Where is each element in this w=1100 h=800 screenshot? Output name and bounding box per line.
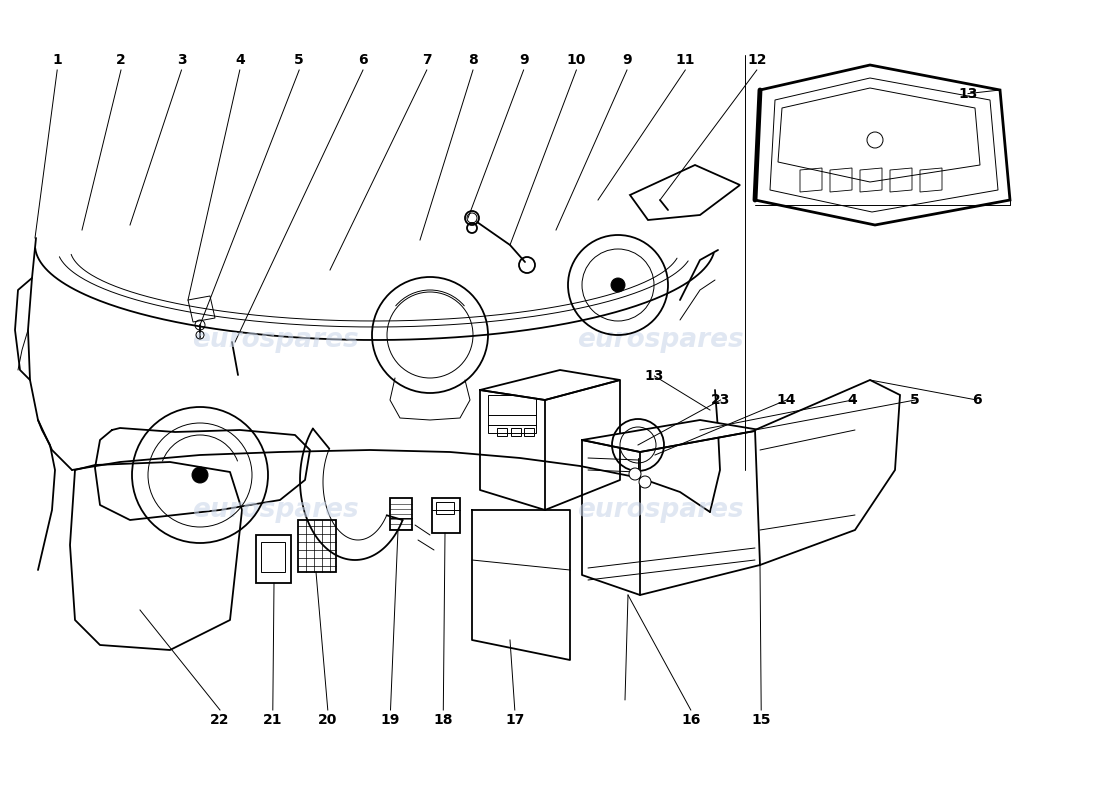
Text: 14: 14 bbox=[777, 393, 796, 407]
Text: 5: 5 bbox=[295, 53, 304, 67]
Polygon shape bbox=[755, 380, 900, 565]
Polygon shape bbox=[630, 165, 740, 220]
Text: 6: 6 bbox=[972, 393, 981, 407]
Text: 23: 23 bbox=[711, 393, 730, 407]
Bar bbox=[432, 498, 460, 533]
Bar bbox=[261, 542, 285, 572]
Text: 6: 6 bbox=[359, 53, 367, 67]
Circle shape bbox=[610, 278, 625, 292]
Text: 15: 15 bbox=[751, 713, 771, 727]
Bar bbox=[390, 498, 412, 530]
Text: eurospares: eurospares bbox=[576, 497, 744, 523]
Circle shape bbox=[629, 468, 641, 480]
Bar bbox=[488, 395, 536, 433]
Text: 12: 12 bbox=[747, 53, 767, 67]
Text: 17: 17 bbox=[505, 713, 525, 727]
Text: 1: 1 bbox=[53, 53, 62, 67]
Bar bbox=[436, 502, 454, 514]
Text: 11: 11 bbox=[675, 53, 695, 67]
Bar bbox=[524, 428, 534, 436]
Bar bbox=[497, 428, 507, 436]
Circle shape bbox=[639, 476, 651, 488]
Text: 16: 16 bbox=[681, 713, 701, 727]
Text: 18: 18 bbox=[433, 713, 453, 727]
Text: 22: 22 bbox=[210, 713, 230, 727]
Bar bbox=[298, 520, 336, 572]
Text: 9: 9 bbox=[623, 53, 631, 67]
Text: 4: 4 bbox=[848, 393, 857, 407]
Text: 13: 13 bbox=[645, 369, 664, 383]
Text: 9: 9 bbox=[519, 53, 528, 67]
Polygon shape bbox=[480, 370, 620, 400]
Bar bbox=[512, 428, 521, 436]
Polygon shape bbox=[755, 65, 1010, 225]
Text: 8: 8 bbox=[469, 53, 477, 67]
Text: 10: 10 bbox=[566, 53, 586, 67]
Text: eurospares: eurospares bbox=[576, 327, 744, 353]
Text: 7: 7 bbox=[422, 53, 431, 67]
Text: 3: 3 bbox=[177, 53, 186, 67]
Text: 13: 13 bbox=[958, 86, 978, 101]
Circle shape bbox=[192, 467, 208, 483]
Text: 2: 2 bbox=[117, 53, 125, 67]
Text: 20: 20 bbox=[318, 713, 338, 727]
Text: 21: 21 bbox=[263, 713, 283, 727]
Bar bbox=[256, 535, 292, 583]
Text: 4: 4 bbox=[235, 53, 244, 67]
Text: 19: 19 bbox=[381, 713, 400, 727]
Text: eurospares: eurospares bbox=[191, 497, 359, 523]
Polygon shape bbox=[582, 420, 760, 452]
Text: eurospares: eurospares bbox=[191, 327, 359, 353]
Text: 5: 5 bbox=[911, 393, 920, 407]
